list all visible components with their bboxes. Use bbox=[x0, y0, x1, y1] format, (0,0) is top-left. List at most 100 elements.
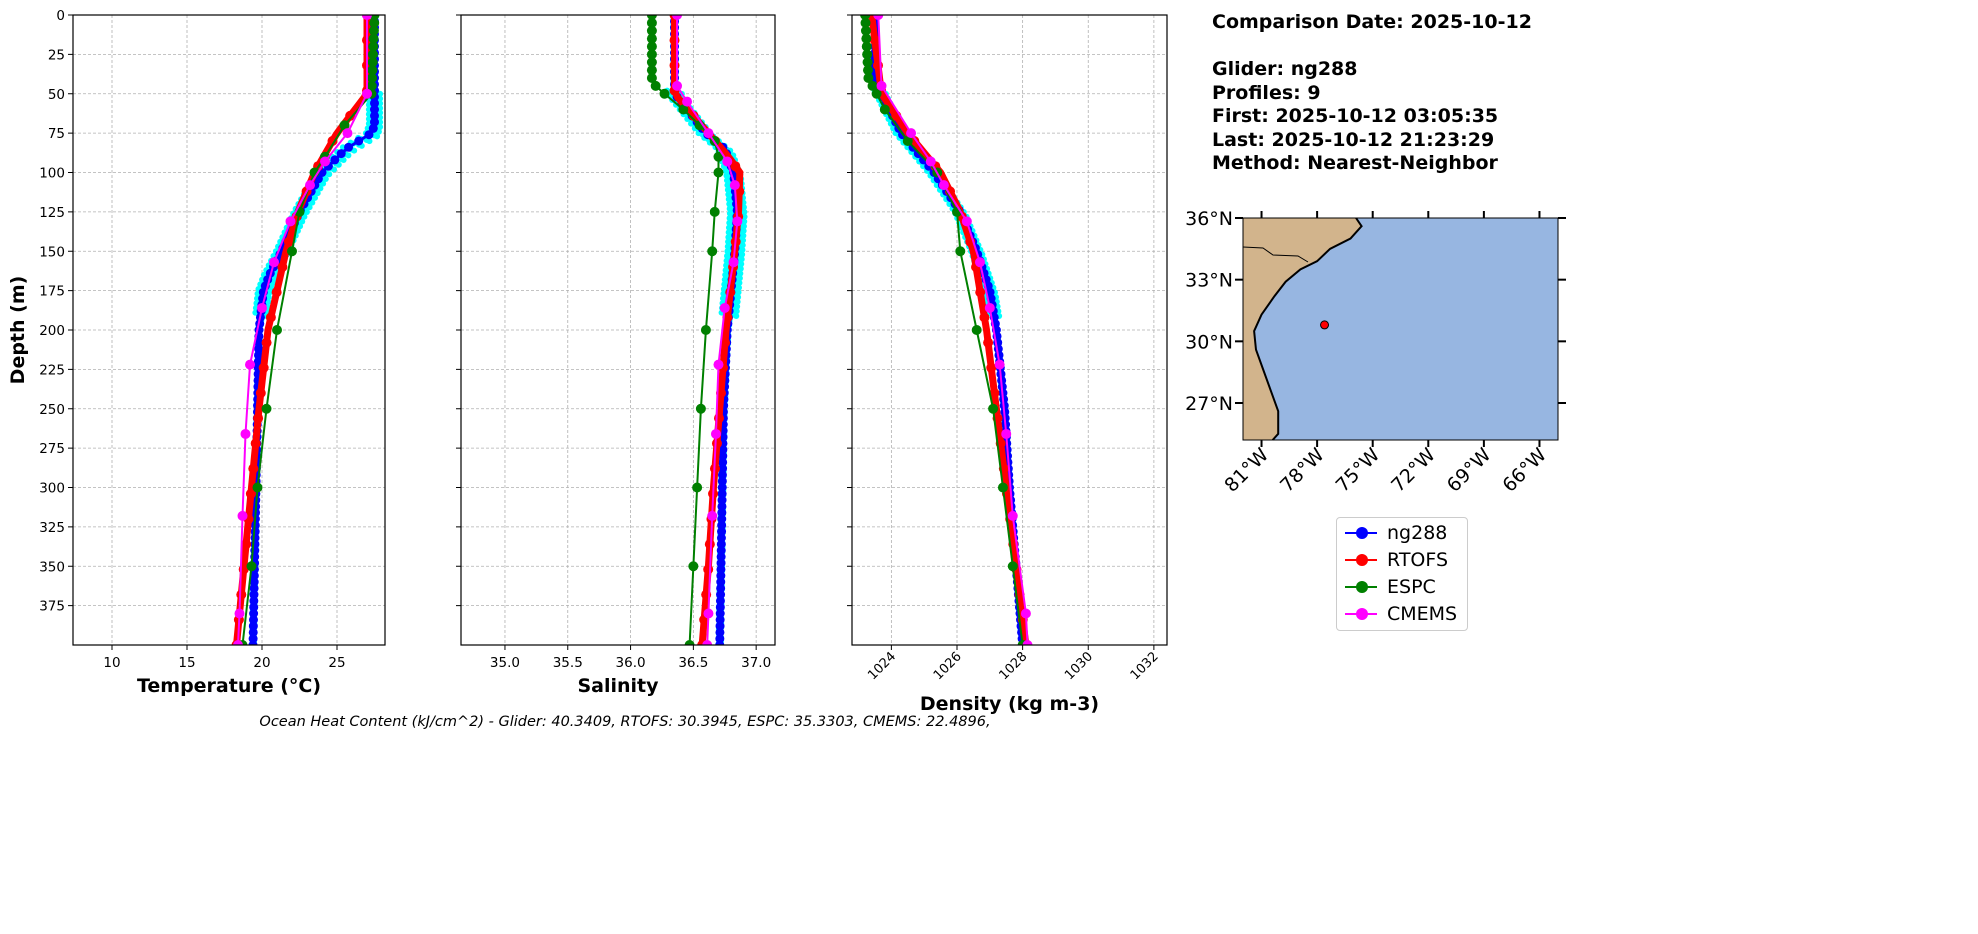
legend-item-rtofs: RTOFS bbox=[1345, 547, 1448, 573]
method: Method: Nearest-Neighbor bbox=[1212, 152, 1498, 174]
x-tick-label: 36.0 bbox=[616, 655, 646, 671]
series-point-cmems bbox=[1020, 608, 1031, 619]
series-point-ng288 bbox=[254, 350, 264, 360]
individual-profile-point bbox=[735, 284, 742, 291]
panel-2: 35.0 35.5 36.0 36.5 37.0 Salinity bbox=[456, 14, 776, 697]
series-point-espc bbox=[713, 167, 724, 178]
series-point-ng288 bbox=[368, 123, 378, 133]
lat-tick-label: 27°N bbox=[1185, 393, 1233, 415]
series-point-rtofs bbox=[248, 463, 259, 474]
lon-tick-label: 72°W bbox=[1387, 444, 1440, 497]
series-point-cmems bbox=[257, 302, 267, 313]
y-tick-label: 250 bbox=[39, 402, 65, 418]
individual-profile-point bbox=[741, 209, 748, 216]
individual-profile-point bbox=[340, 157, 347, 164]
individual-profile-point bbox=[738, 256, 745, 263]
series-point-cmems bbox=[974, 257, 985, 268]
series-point-espc bbox=[646, 33, 657, 44]
x-tick-label: 1032 bbox=[1128, 649, 1162, 683]
series-point-rtofs bbox=[258, 362, 269, 373]
individual-profile-point bbox=[736, 279, 743, 286]
series-point-ng288 bbox=[250, 527, 260, 537]
series-point-ng288 bbox=[717, 476, 727, 486]
series-point-ng288 bbox=[249, 577, 259, 587]
y-tick-label: 125 bbox=[39, 205, 65, 221]
y-tick-label: 275 bbox=[39, 441, 65, 457]
series-point-ng288 bbox=[717, 514, 727, 524]
series-point-ng288 bbox=[715, 615, 725, 625]
series-point-espc bbox=[646, 41, 657, 52]
axes-frame bbox=[460, 14, 776, 646]
series-point-cmems bbox=[984, 302, 995, 313]
series-point-cmems bbox=[233, 640, 243, 645]
series-point-rtofs bbox=[979, 312, 990, 323]
series-point-espc bbox=[862, 57, 873, 68]
series-point-espc bbox=[261, 403, 272, 414]
y-tick-label: 375 bbox=[39, 599, 65, 615]
series-point-cmems bbox=[269, 257, 279, 268]
series-point-espc bbox=[867, 80, 878, 91]
series-point-espc bbox=[688, 561, 699, 572]
series-point-rtofs bbox=[271, 287, 282, 298]
series-point-ng288 bbox=[249, 583, 259, 593]
series-point-cmems bbox=[925, 156, 936, 167]
y-tick-label: 175 bbox=[39, 284, 65, 300]
series-point-ng288 bbox=[718, 445, 728, 455]
series-point-ng288 bbox=[248, 615, 258, 625]
x-tick-label: 36.5 bbox=[678, 655, 708, 671]
series-point-cmems bbox=[342, 128, 353, 139]
series-point-ng288 bbox=[344, 142, 354, 152]
series-point-ng288 bbox=[715, 609, 725, 618]
series-point-espc bbox=[646, 57, 657, 68]
series-point-cmems bbox=[719, 302, 730, 313]
x-tick-label: 1024 bbox=[865, 649, 899, 683]
x-axis-label: Density (kg m-3) bbox=[920, 693, 1099, 715]
individual-profile-point bbox=[265, 294, 272, 301]
series-point-rtofs bbox=[327, 136, 338, 146]
series-point-cmems bbox=[682, 96, 693, 107]
series-point-ng288 bbox=[716, 546, 726, 555]
series-point-rtofs bbox=[236, 589, 247, 600]
y-tick-label: 200 bbox=[39, 323, 65, 339]
individual-profile-point bbox=[322, 175, 329, 182]
series-point-ng288 bbox=[715, 634, 725, 644]
x-tick-label: 37.0 bbox=[741, 655, 771, 671]
series-point-espc bbox=[861, 41, 872, 52]
glider-position-marker bbox=[1320, 320, 1330, 330]
individual-profile-point bbox=[309, 199, 316, 206]
series-point-ng288 bbox=[336, 149, 346, 159]
series-point-espc bbox=[368, 49, 378, 60]
series-point-espc bbox=[700, 325, 711, 335]
series-point-cmems bbox=[245, 359, 255, 370]
ocean-heat-content-caption: Ocean Heat Content (kJ/cm^2) - Glider: 4… bbox=[259, 714, 991, 730]
series-point-espc bbox=[366, 80, 377, 91]
series-point-cmems bbox=[722, 156, 733, 167]
individual-profile-point bbox=[735, 289, 742, 296]
series-point-rtofs bbox=[345, 110, 356, 121]
x-tick-label: 35.5 bbox=[553, 655, 583, 671]
series-point-cmems bbox=[702, 640, 713, 645]
series-point-ng288 bbox=[717, 470, 727, 480]
series-point-espc bbox=[287, 246, 297, 257]
series-point-cmems bbox=[672, 80, 683, 91]
lon-tick-label: 78°W bbox=[1276, 444, 1329, 497]
series-point-ng288 bbox=[716, 590, 726, 600]
axes-frame bbox=[72, 14, 386, 646]
series-point-espc bbox=[879, 104, 890, 115]
series-line-espc bbox=[864, 15, 1024, 645]
series-point-espc bbox=[971, 325, 982, 335]
series-point-cmems bbox=[707, 510, 718, 521]
series-point-espc bbox=[339, 120, 350, 131]
series-point-espc bbox=[368, 25, 379, 36]
series-point-espc bbox=[252, 482, 263, 493]
series-line-cmems bbox=[676, 15, 739, 645]
series-point-ng288 bbox=[718, 451, 728, 461]
series-point-rtofs bbox=[703, 564, 714, 575]
series-point-cmems bbox=[237, 510, 248, 521]
y-tick-label: 75 bbox=[48, 126, 65, 142]
location-map: 36°N 33°N 30°N 27°N 81°W 78°W 75°W 72°W 69°W 66°W bbox=[1185, 208, 1566, 497]
series-point-espc bbox=[246, 561, 257, 572]
individual-profile-point bbox=[299, 218, 306, 225]
legend: ng288 RTOFS ESPC CMEMS bbox=[1336, 517, 1468, 631]
series-point-espc bbox=[646, 25, 657, 36]
